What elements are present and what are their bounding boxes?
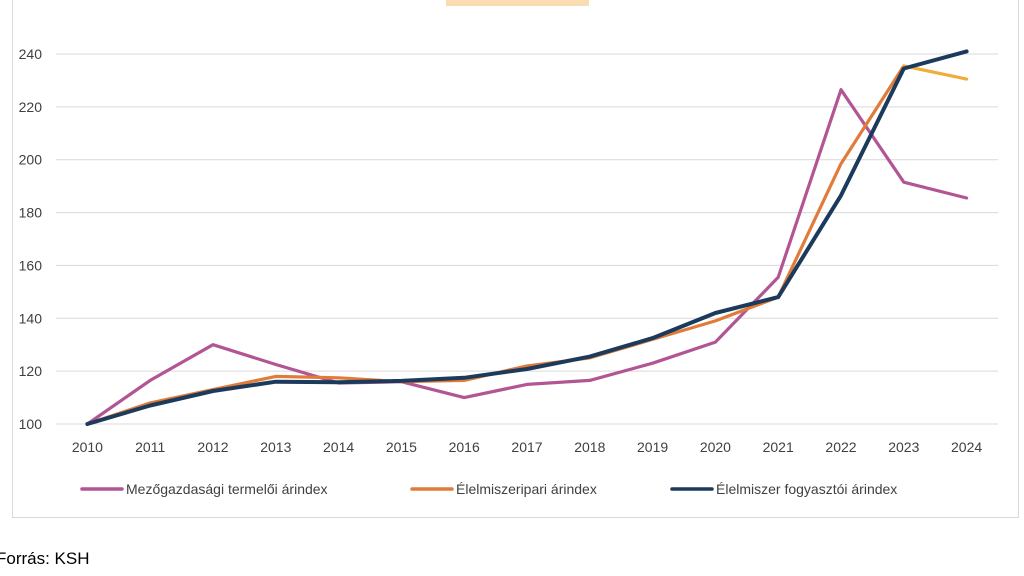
y-tick-label-140: 140 <box>19 310 43 326</box>
x-tick-label-2021: 2021 <box>763 439 794 455</box>
legend-food-industry-label: Élelmiszeripari árindex <box>456 481 597 497</box>
y-tick-label-160: 160 <box>19 257 43 273</box>
legend-consumer-label: Élelmiszer fogyasztói árindex <box>716 481 897 497</box>
y-tick-label-120: 120 <box>19 363 43 379</box>
x-tick-label-2012: 2012 <box>197 439 228 455</box>
y-tick-label-100: 100 <box>19 416 43 432</box>
x-tick-label-2022: 2022 <box>825 439 856 455</box>
source-note: Forrás: KSH <box>0 549 90 568</box>
x-tick-label-2018: 2018 <box>574 439 605 455</box>
y-tick-label-200: 200 <box>19 152 43 168</box>
legend-producer-label: Mezőgazdasági termelői árindex <box>126 481 328 497</box>
x-tick-label-2014: 2014 <box>323 439 354 455</box>
x-tick-label-2017: 2017 <box>511 439 542 455</box>
y-tick-label-180: 180 <box>19 205 43 221</box>
chart-frame <box>12 0 1019 518</box>
y-tick-label-220: 220 <box>19 99 43 115</box>
x-tick-label-2010: 2010 <box>72 439 103 455</box>
title-placeholder-accent <box>446 0 589 6</box>
x-tick-label-2023: 2023 <box>888 439 919 455</box>
x-tick-label-2013: 2013 <box>260 439 291 455</box>
x-tick-label-2011: 2011 <box>135 439 165 455</box>
series-line-2 <box>902 64 969 81</box>
series-line-1 <box>85 64 906 426</box>
x-tick-label-2019: 2019 <box>637 439 668 455</box>
x-tick-label-2024: 2024 <box>951 439 982 455</box>
x-tick-label-2020: 2020 <box>700 439 731 455</box>
y-tick-label-240: 240 <box>19 46 43 62</box>
x-tick-label-2016: 2016 <box>449 439 480 455</box>
series-line-3 <box>85 49 969 426</box>
series-line-0 <box>85 88 969 426</box>
x-tick-label-2015: 2015 <box>386 439 417 455</box>
